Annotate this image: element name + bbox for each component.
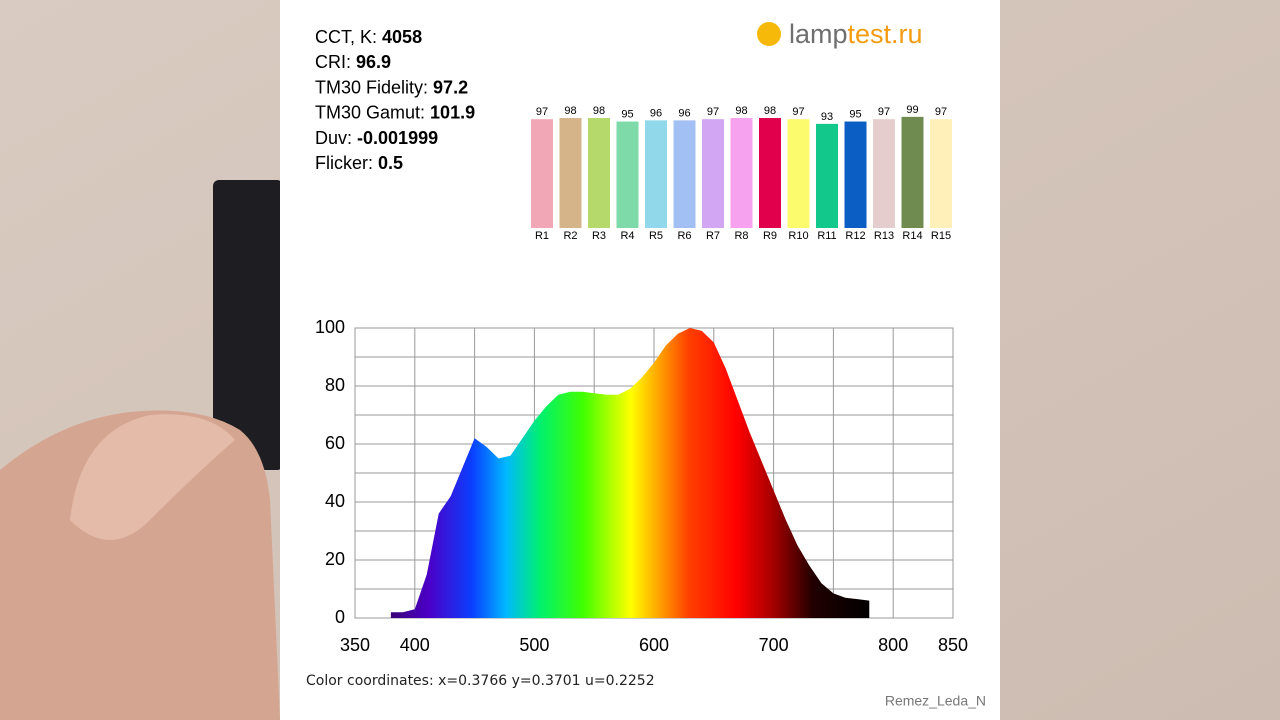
stat-value: 4058 [382,27,422,47]
cri-bar [730,118,753,228]
category-label: R6 [677,230,691,242]
cri-bar [673,120,696,228]
stat-label: CCT, K: [315,27,377,47]
cri-bar [759,118,781,228]
category-label: R15 [931,230,951,242]
category-label: R8 [734,230,748,242]
finger [0,410,280,720]
cri-bar [901,116,924,228]
stat-label: Flicker: [315,153,373,173]
cri-bar [531,119,553,228]
y-tick-label: 40 [325,491,345,511]
y-tick-label: 20 [325,549,345,569]
logo-part: lamp [789,19,848,49]
y-tick-label: 0 [335,607,345,627]
value-label: 98 [764,105,776,117]
category-label: R13 [874,230,894,242]
category-label: R4 [620,230,634,242]
spectrum-area [390,328,870,618]
value-label: 97 [935,106,947,118]
category-label: R5 [649,230,663,242]
stat: TM30 Gamut: 101.9 [315,102,475,122]
x-tick-label: 700 [759,635,789,655]
value-label: 93 [821,111,833,123]
stat-value: 0.5 [378,153,403,173]
category-label: R12 [845,230,865,242]
logo-part: test.ru [848,19,923,49]
value-label: 97 [536,106,548,118]
fingertip [70,414,235,540]
category-label: R14 [902,230,922,242]
logo-icon [757,22,781,46]
device [213,180,283,470]
x-tick-label: 850 [938,635,968,655]
category-label: R9 [763,230,777,242]
category-label: R10 [788,230,808,242]
stat: Duv: -0.001999 [315,128,438,148]
coordinates: Color coordinates: x=0.3766 y=0.3701 u=0… [306,673,655,689]
value-label: 97 [878,106,890,118]
logo: lamptest.ru [789,19,923,49]
category-label: R7 [706,230,720,242]
x-tick-label: 350 [340,635,370,655]
x-tick-label: 400 [400,635,430,655]
value-label: 97 [707,106,719,118]
stat-value: 96.9 [356,52,391,72]
stat-value: 101.9 [430,102,475,122]
value-label: 96 [650,107,662,119]
stat: Flicker: 0.5 [315,153,403,173]
value-label: 98 [564,105,576,117]
credit: Remez_Leda_N [885,693,986,709]
stat: CRI: 96.9 [315,52,391,72]
stat-value: 97.2 [433,77,468,97]
value-label: 95 [849,108,861,120]
stat: TM30 Fidelity: 97.2 [315,77,468,97]
value-label: 97 [792,106,804,118]
cri-bar [559,118,582,228]
stat-label: CRI: [315,52,351,72]
x-tick-label: 800 [878,635,908,655]
y-tick-label: 60 [325,433,345,453]
cri-bar [588,118,610,228]
category-label: R1 [535,230,549,242]
cri-bar [616,121,639,228]
y-tick-label: 100 [315,317,345,337]
y-tick-label: 80 [325,375,345,395]
cri-bar [702,119,724,228]
x-tick-label: 600 [639,635,669,655]
category-label: R11 [817,230,836,242]
value-label: 98 [593,105,605,117]
stat-label: Duv: [315,128,352,148]
stat-label: TM30 Gamut: [315,102,425,122]
value-label: 95 [621,108,633,120]
stat-value: -0.001999 [357,128,438,148]
stat: CCT, K: 4058 [315,27,422,47]
value-label: 98 [735,105,747,117]
category-label: R2 [563,230,577,242]
category-label: R3 [592,230,606,242]
stat-label: TM30 Fidelity: [315,77,428,97]
cri-bar [787,119,810,228]
cri-bar [816,123,838,228]
cri-bar [873,119,895,228]
cri-bar [645,120,667,228]
cri-bar [930,119,952,228]
value-label: 99 [906,104,918,116]
x-tick-label: 500 [519,635,549,655]
value-label: 96 [678,107,690,119]
cri-bar [844,121,867,228]
